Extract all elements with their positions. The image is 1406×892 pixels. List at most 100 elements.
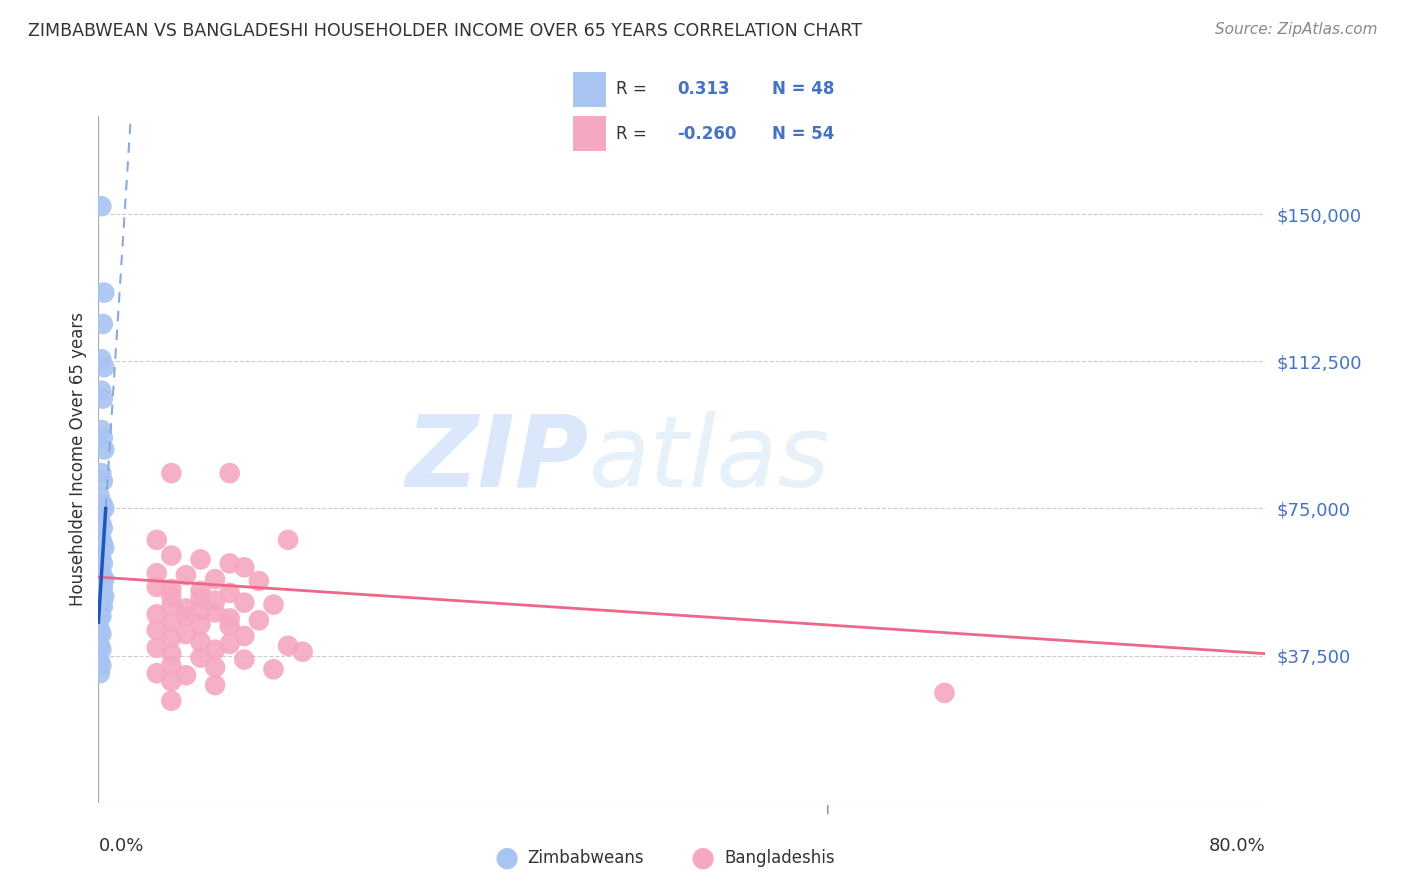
Point (204, 678, 226, 692)
Point (89, 549, 111, 563)
Point (91, 431, 114, 445)
Text: Bangladeshis: Bangladeshis (724, 849, 835, 867)
Point (233, 560, 256, 574)
Point (146, 623, 169, 637)
Point (190, 603, 212, 617)
Point (174, 609, 197, 624)
Point (90, 627, 112, 641)
Point (93, 360, 115, 375)
Text: Source: ZipAtlas.com: Source: ZipAtlas.com (1215, 22, 1378, 37)
Text: Zimbabweans: Zimbabweans (527, 849, 644, 867)
Point (91, 557, 114, 571)
Point (89, 564, 111, 578)
Point (90, 586, 112, 600)
Point (174, 627, 197, 641)
Point (91, 570, 114, 584)
Point (90, 517, 112, 532)
Point (146, 580, 169, 594)
Point (89, 623, 111, 637)
Y-axis label: Householder Income Over 65 years: Householder Income Over 65 years (69, 312, 87, 607)
Point (204, 660, 226, 674)
Text: 0.313: 0.313 (678, 80, 730, 98)
Point (277, 639, 299, 653)
Point (90, 609, 112, 624)
Point (91, 588, 114, 602)
Point (233, 629, 256, 643)
Point (160, 694, 183, 708)
Point (160, 674, 183, 689)
Point (190, 617, 212, 632)
Point (89, 607, 111, 622)
Point (89, 596, 111, 610)
Point (218, 637, 240, 651)
Point (160, 631, 183, 645)
Point (91, 580, 114, 594)
Point (89, 576, 111, 591)
Point (190, 650, 212, 665)
Point (160, 590, 183, 604)
Point (91, 521, 114, 535)
Point (247, 574, 270, 588)
Bar (572, 72, 606, 107)
Point (247, 613, 270, 627)
Point (160, 647, 183, 661)
Text: N = 54: N = 54 (772, 125, 834, 143)
Point (90, 384, 112, 398)
Point (291, 645, 314, 659)
Point (204, 593, 226, 607)
Point (89, 529, 111, 543)
Point (218, 586, 240, 600)
Text: 80.0%: 80.0% (1209, 837, 1265, 855)
Point (204, 606, 226, 620)
Point (90, 199, 112, 213)
Text: ZIMBABWEAN VS BANGLADESHI HOUSEHOLDER INCOME OVER 65 YEARS CORRELATION CHART: ZIMBABWEAN VS BANGLADESHI HOUSEHOLDER IN… (28, 22, 862, 40)
Point (160, 658, 183, 673)
Point (160, 466, 183, 480)
Point (262, 598, 284, 612)
Point (204, 572, 226, 586)
Point (89, 639, 111, 653)
Text: R =: R = (616, 80, 647, 98)
Point (90, 552, 112, 566)
Point (89, 583, 111, 598)
Point (90, 642, 112, 657)
Text: ●: ● (494, 844, 519, 872)
Point (90, 598, 112, 612)
Text: N = 48: N = 48 (772, 80, 834, 98)
Point (190, 591, 212, 606)
Point (93, 572, 115, 586)
Point (160, 582, 183, 596)
Point (190, 583, 212, 598)
Text: ZIP: ZIP (405, 411, 589, 508)
Point (174, 601, 197, 615)
Point (89, 513, 111, 527)
Point (90, 658, 112, 673)
Point (218, 619, 240, 633)
Point (89, 490, 111, 504)
Point (90, 566, 112, 581)
Text: -0.260: -0.260 (678, 125, 737, 143)
Point (93, 501, 115, 516)
Point (93, 541, 115, 555)
Point (89, 655, 111, 669)
Point (91, 474, 114, 488)
Point (204, 642, 226, 657)
Point (90, 578, 112, 592)
Point (160, 615, 183, 630)
Point (91, 317, 114, 331)
Text: atlas: atlas (589, 411, 830, 508)
Point (93, 285, 115, 300)
Point (91, 599, 114, 614)
Point (90, 423, 112, 437)
Point (934, 686, 956, 700)
Point (160, 599, 183, 614)
Point (93, 442, 115, 457)
Point (277, 533, 299, 547)
Point (146, 640, 169, 655)
Point (91, 498, 114, 512)
Point (262, 662, 284, 676)
Text: ●: ● (690, 844, 716, 872)
Point (160, 549, 183, 563)
Point (89, 666, 111, 681)
Text: R =: R = (616, 125, 647, 143)
